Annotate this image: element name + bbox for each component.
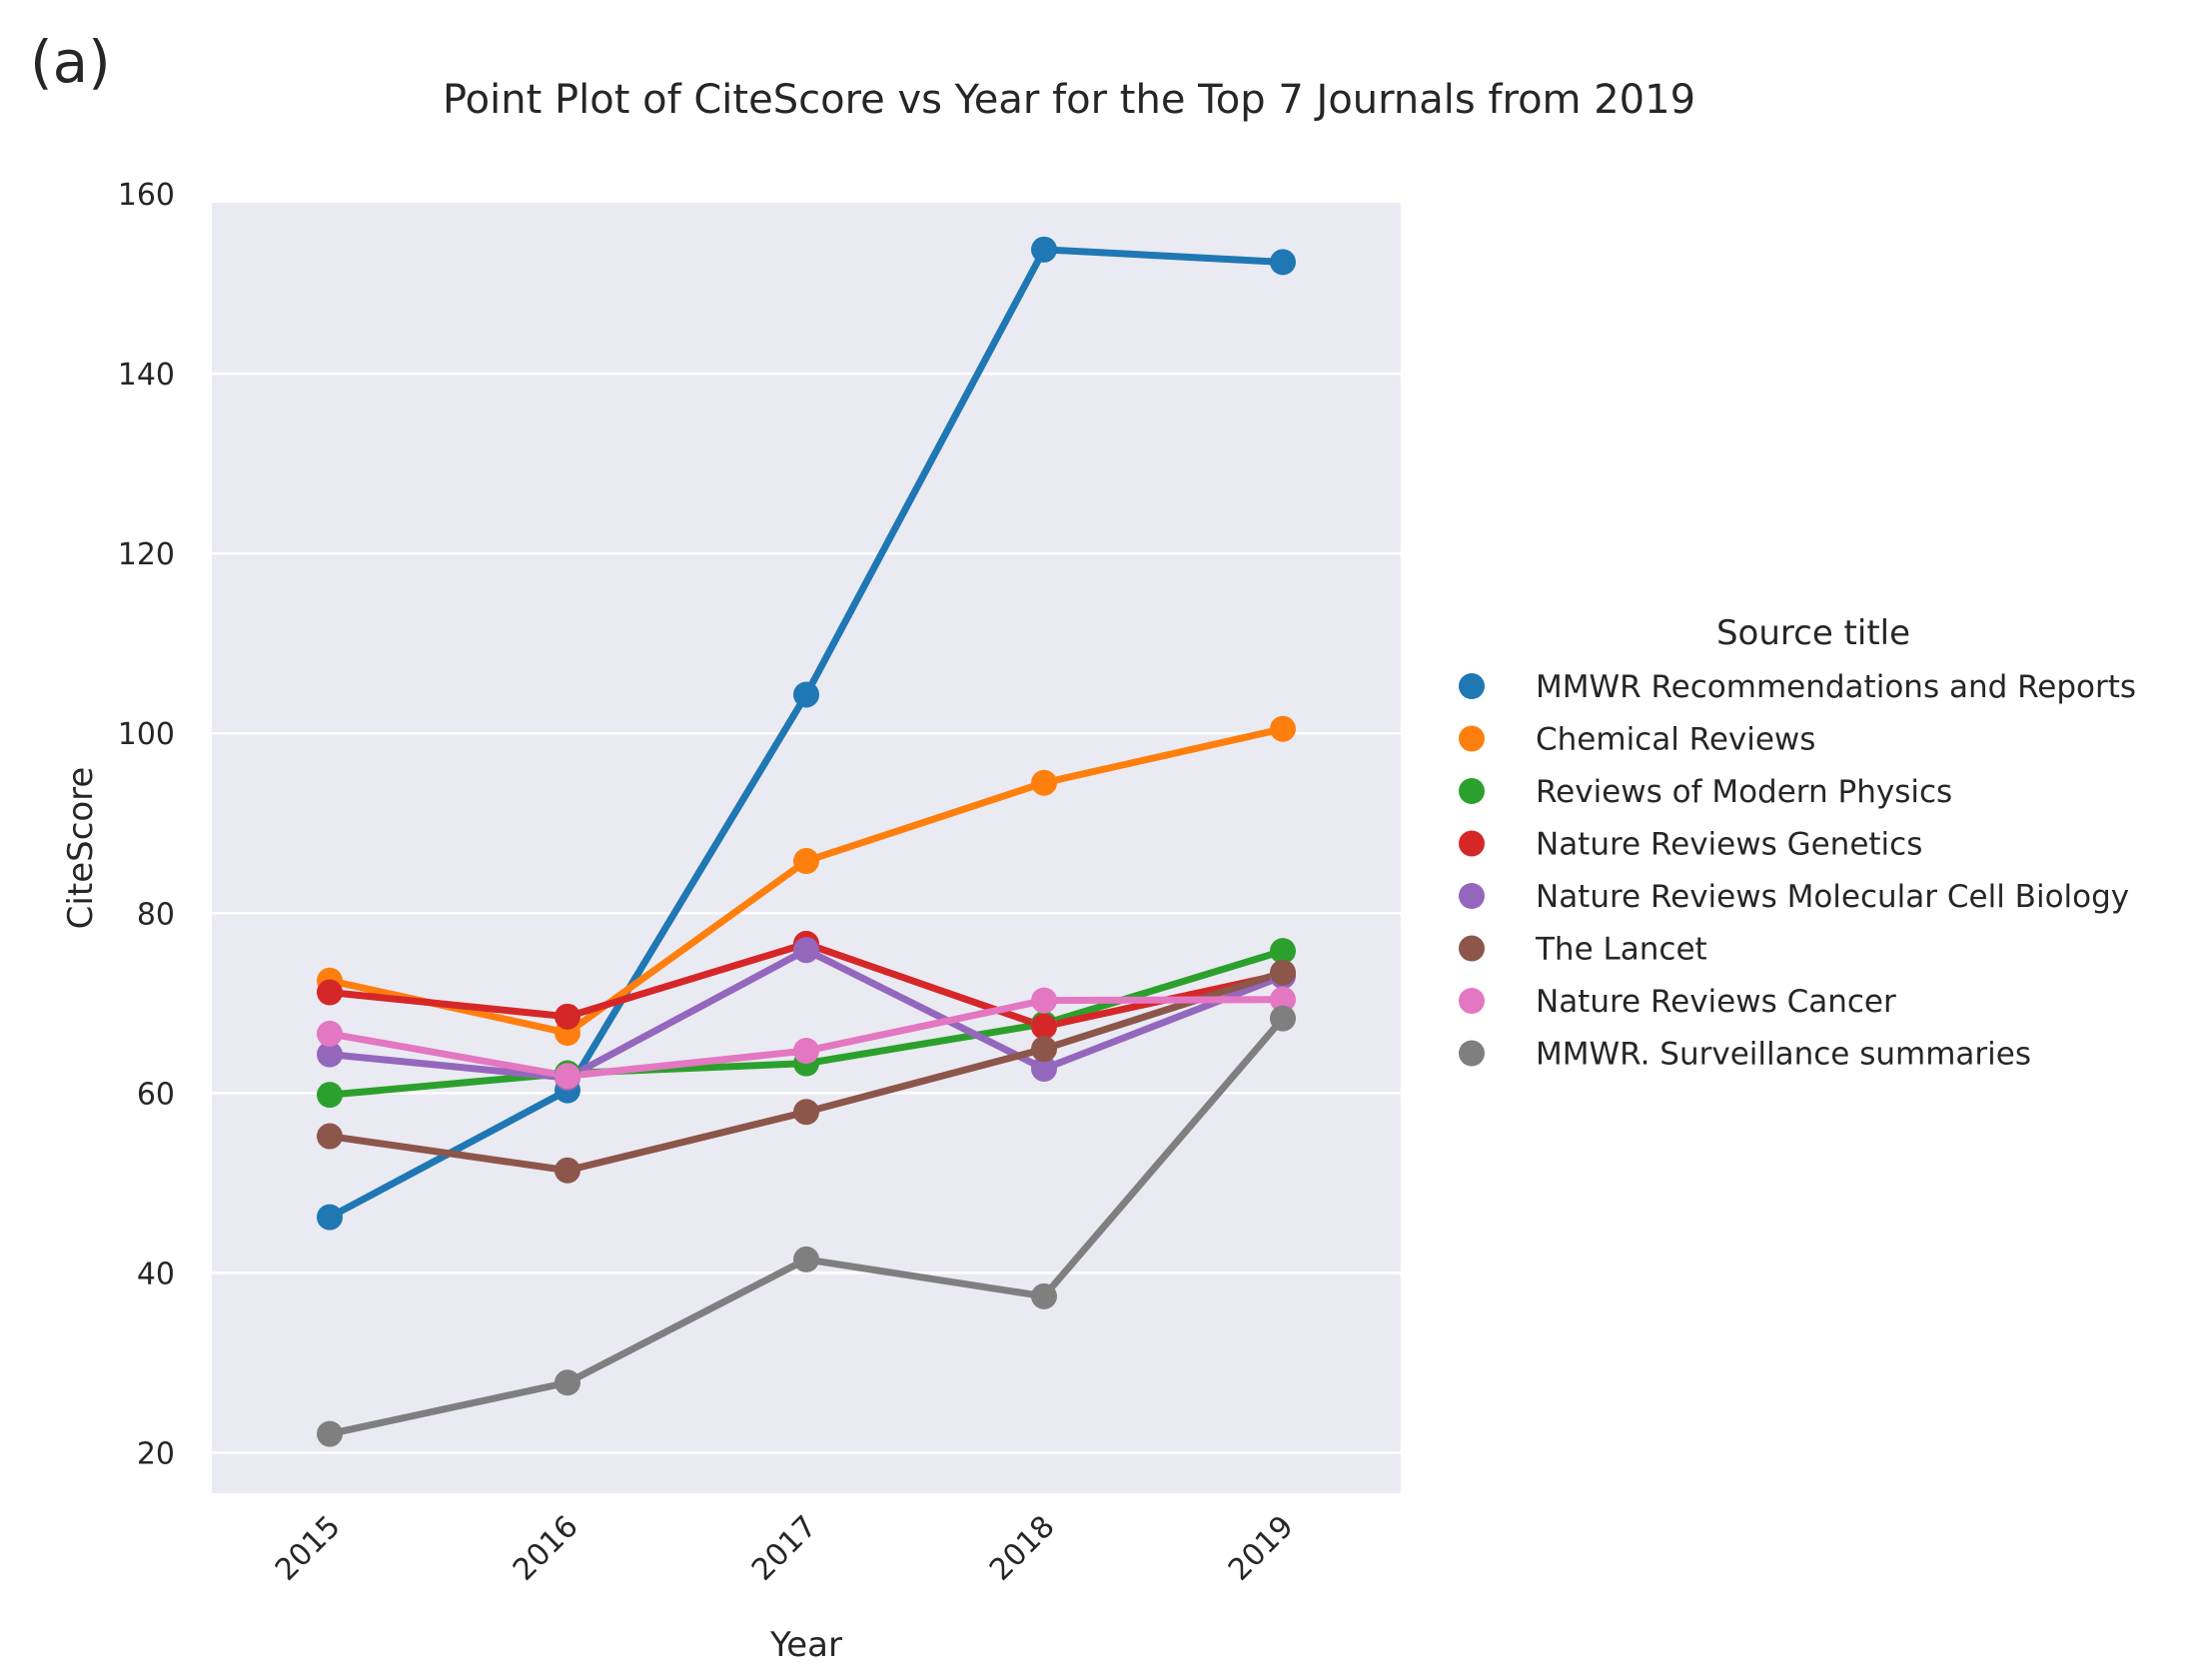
gridlines	[212, 192, 1401, 1454]
data-point	[793, 1246, 819, 1272]
data-point	[317, 1041, 343, 1068]
data-point	[1270, 959, 1296, 986]
data-point	[1031, 1056, 1057, 1083]
legend: Source title MMWR Recommendations and Re…	[1459, 613, 2136, 1073]
data-point	[317, 1420, 343, 1447]
data-point	[793, 1038, 819, 1065]
x-axis-ticks: 2015 2016 2017 2018 2019	[269, 1509, 1301, 1588]
x-tick-label: 2019	[1222, 1509, 1301, 1588]
data-point	[317, 1204, 343, 1231]
y-tick-label: 20	[137, 1436, 175, 1471]
legend-marker	[1459, 830, 1485, 857]
data-point	[1270, 986, 1296, 1013]
legend-label: MMWR. Surveillance summaries	[1536, 1037, 2031, 1073]
legend-label: Chemical Reviews	[1536, 722, 1815, 758]
y-tick-label: 100	[118, 717, 175, 752]
legend-marker	[1459, 725, 1485, 752]
data-point	[317, 1020, 343, 1047]
panel-label: (a)	[30, 28, 111, 96]
legend-label: Reviews of Modern Physics	[1536, 774, 1952, 810]
data-point	[1031, 1036, 1057, 1063]
data-point	[1031, 987, 1057, 1014]
y-tick-label: 40	[137, 1257, 175, 1291]
legend-marker	[1459, 778, 1485, 804]
data-point	[793, 681, 819, 708]
data-point	[1031, 236, 1057, 263]
y-axis-ticks: 20 40 60 80 100 120 140 160	[118, 178, 175, 1471]
chart-title: Point Plot of CiteScore vs Year for the …	[443, 77, 1695, 123]
legend-marker	[1459, 988, 1485, 1014]
data-point	[1270, 715, 1296, 742]
x-axis-label: Year	[769, 1625, 842, 1665]
data-point	[793, 937, 819, 964]
data-point	[554, 1063, 580, 1090]
data-point	[1031, 1282, 1057, 1309]
data-point	[1031, 769, 1057, 796]
legend-marker	[1459, 1040, 1485, 1067]
data-point	[317, 979, 343, 1006]
data-point	[554, 1369, 580, 1396]
data-point	[1270, 938, 1296, 965]
x-tick-label: 2017	[745, 1509, 824, 1588]
y-tick-label: 120	[118, 537, 175, 572]
data-point	[793, 848, 819, 875]
data-point	[793, 1099, 819, 1126]
legend-label: MMWR Recommendations and Reports	[1536, 669, 2136, 705]
x-tick-label: 2015	[269, 1509, 348, 1588]
y-tick-label: 160	[118, 178, 175, 213]
y-tick-label: 80	[137, 897, 175, 932]
legend-marker	[1459, 883, 1485, 909]
legend-items: MMWR Recommendations and Reports Chemical…	[1459, 669, 2136, 1073]
legend-label: Nature Reviews Cancer	[1536, 984, 1896, 1020]
data-point	[317, 1082, 343, 1109]
y-tick-label: 60	[137, 1077, 175, 1112]
plot-area	[212, 203, 1401, 1493]
x-tick-label: 2018	[983, 1509, 1062, 1588]
y-axis-label: CiteScore	[61, 767, 101, 930]
legend-label: Nature Reviews Genetics	[1536, 827, 1922, 863]
data-point	[1031, 1013, 1057, 1040]
series-points	[317, 236, 1296, 1447]
legend-marker	[1459, 935, 1485, 962]
data-point	[1270, 1005, 1296, 1032]
data-point	[317, 1123, 343, 1150]
legend-label: The Lancet	[1535, 932, 1707, 968]
data-point	[1270, 249, 1296, 276]
legend-label: Nature Reviews Molecular Cell Biology	[1536, 879, 2129, 915]
y-tick-label: 140	[118, 358, 175, 393]
legend-title: Source title	[1716, 613, 1910, 653]
legend-marker	[1459, 673, 1485, 699]
data-point	[554, 1157, 580, 1184]
data-point	[554, 1003, 580, 1030]
x-tick-label: 2016	[507, 1509, 585, 1588]
